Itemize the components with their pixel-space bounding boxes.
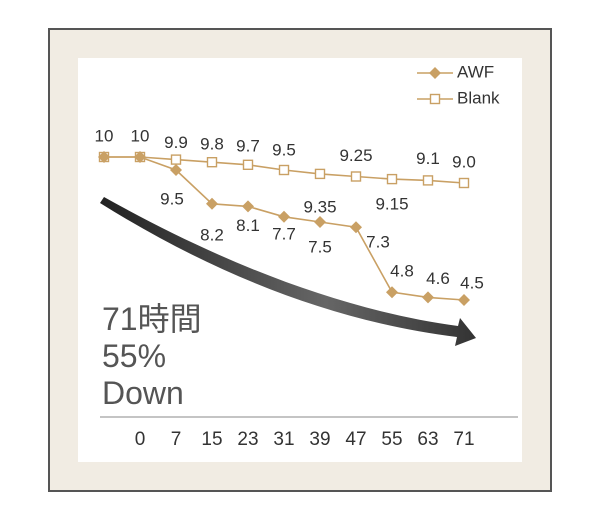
marker xyxy=(242,159,254,171)
marker xyxy=(422,175,434,186)
legend-marker xyxy=(429,93,441,105)
data-label: 4.5 xyxy=(460,273,484,292)
trend-arrow xyxy=(100,197,476,346)
annotation: Down xyxy=(102,375,184,411)
marker xyxy=(386,173,398,185)
x-tick-label: 31 xyxy=(273,429,294,450)
data-label: 10 xyxy=(95,126,114,145)
data-label: 9.0 xyxy=(452,152,476,171)
data-label: 9.5 xyxy=(160,189,184,208)
data-label: 4.6 xyxy=(426,269,450,288)
data-label: 8.2 xyxy=(200,225,224,244)
marker xyxy=(278,164,290,176)
marker xyxy=(422,291,434,304)
marker xyxy=(278,210,290,223)
marker xyxy=(134,151,146,163)
data-label: 9.7 xyxy=(236,136,260,155)
data-label: 9.25 xyxy=(339,146,372,165)
marker xyxy=(458,177,470,189)
marker xyxy=(386,286,398,299)
marker xyxy=(98,151,110,163)
data-label: 7.5 xyxy=(308,237,332,256)
marker xyxy=(350,171,362,182)
x-tick-label: 7 xyxy=(171,429,182,450)
marker xyxy=(206,197,218,210)
legend-label: AWF xyxy=(457,62,494,81)
x-tick-label: 71 xyxy=(453,429,474,450)
data-label: 9.35 xyxy=(303,197,336,216)
x-tick-label: 55 xyxy=(381,429,402,450)
data-label: 7.3 xyxy=(366,233,390,252)
data-label: 9.9 xyxy=(164,133,188,152)
data-label: 7.7 xyxy=(272,224,296,243)
marker xyxy=(458,294,470,306)
legend-marker xyxy=(429,67,441,79)
data-label: 8.1 xyxy=(236,216,260,235)
marker xyxy=(314,168,326,180)
legend-label: Blank xyxy=(457,88,500,107)
data-label: 9.1 xyxy=(416,149,440,168)
data-label: 9.5 xyxy=(272,140,296,159)
x-tick-label: 15 xyxy=(201,429,222,450)
x-tick-label: 39 xyxy=(309,429,330,450)
marker xyxy=(170,154,182,165)
data-label: 9.15 xyxy=(375,195,408,214)
annotation: 71時間 xyxy=(102,301,202,337)
annotation: 55% xyxy=(102,338,166,374)
data-label: 10 xyxy=(131,126,150,145)
panel xyxy=(78,58,522,462)
x-tick-label: 47 xyxy=(345,429,366,450)
x-tick-label: 23 xyxy=(237,429,258,450)
marker xyxy=(170,164,182,176)
data-label: 4.8 xyxy=(390,262,414,281)
x-tick-label: 63 xyxy=(417,429,438,450)
x-tick-label: 0 xyxy=(135,429,146,450)
marker xyxy=(242,200,254,213)
marker xyxy=(314,216,326,228)
data-label: 9.8 xyxy=(200,135,224,154)
marker xyxy=(206,156,218,168)
marker xyxy=(350,221,362,234)
